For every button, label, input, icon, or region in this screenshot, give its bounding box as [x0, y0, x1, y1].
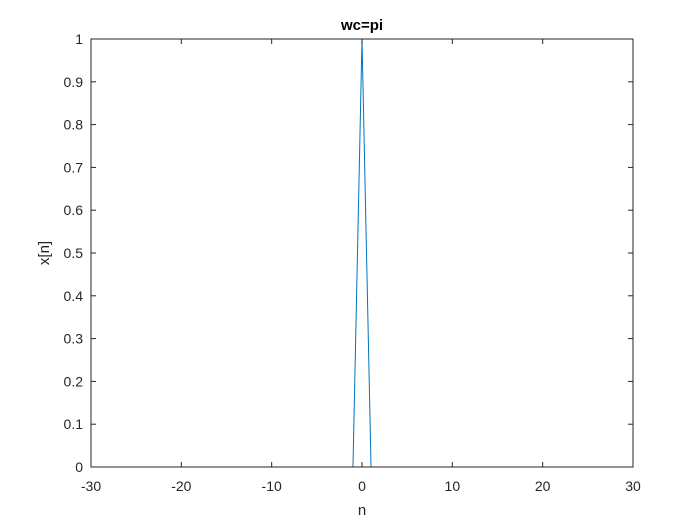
y-tick-label: 0.6	[64, 202, 84, 218]
x-axis: -30 -20 -10 0 10 20 30	[81, 39, 641, 494]
x-axis-label: n	[358, 502, 366, 519]
y-tick-label: 0.8	[64, 117, 84, 133]
x-tick-label: -20	[171, 478, 191, 494]
y-axis-label: x[n]	[36, 241, 53, 265]
chart-title: wc=pi	[340, 17, 383, 34]
y-axis: 0 0.1 0.2 0.3 0.4 0.5 0.6 0.7 0.8 0.9 1	[64, 31, 633, 475]
x-tick-label: 0	[358, 478, 366, 494]
y-tick-label: 0.9	[64, 74, 84, 90]
y-tick-label: 0	[75, 459, 83, 475]
x-tick-label: -30	[81, 478, 101, 494]
y-tick-label: 0.2	[64, 373, 84, 389]
y-tick-label: 0.7	[64, 159, 84, 175]
x-tick-label: 20	[535, 478, 551, 494]
x-tick-label: 10	[445, 478, 461, 494]
plot-area	[91, 39, 633, 467]
x-tick-label: -10	[262, 478, 282, 494]
y-tick-label: 0.3	[64, 331, 84, 347]
y-tick-label: 1	[75, 31, 83, 47]
y-tick-label: 0.5	[64, 245, 84, 261]
y-tick-label: 0.1	[64, 416, 84, 432]
x-tick-label: 30	[625, 478, 641, 494]
y-tick-label: 0.4	[64, 288, 84, 304]
